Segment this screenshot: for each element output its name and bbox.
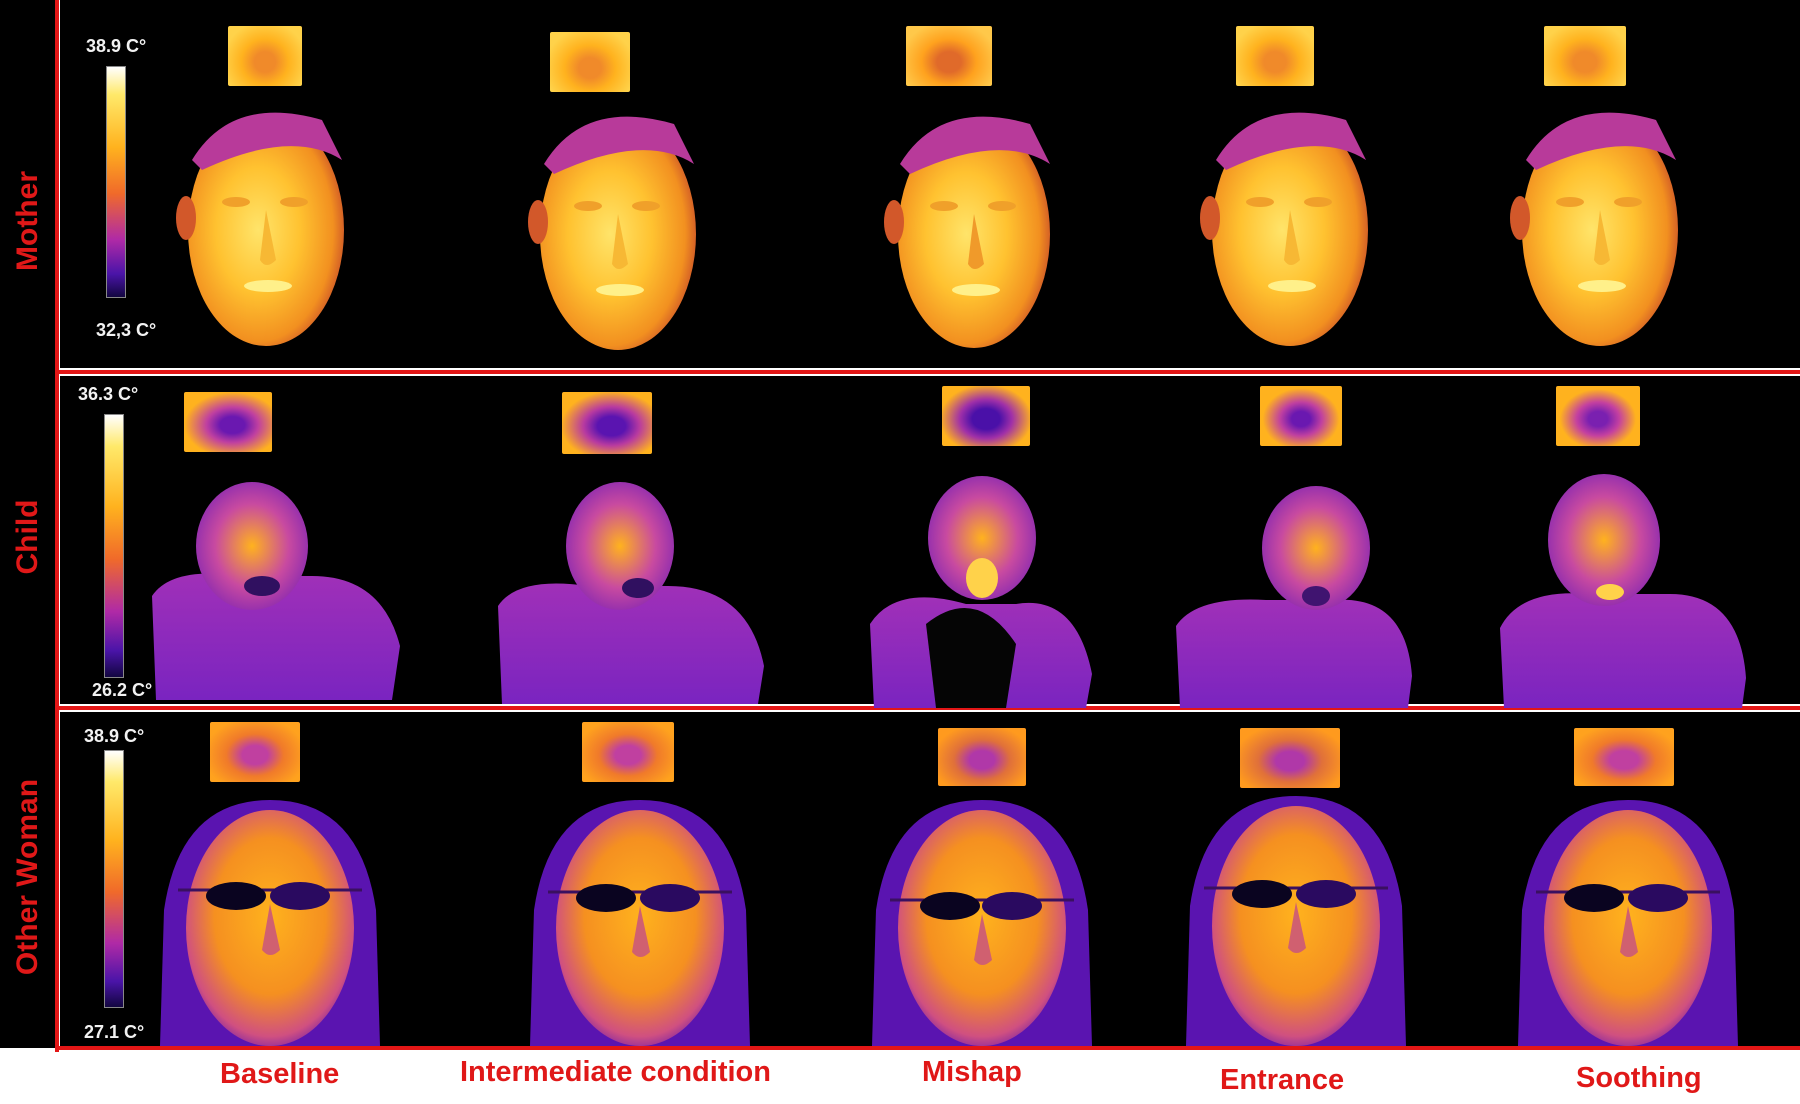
thermal-woman-mishap <box>872 800 1092 1046</box>
left-strip <box>0 0 56 1048</box>
nose-thumb-child-intermediate <box>562 392 652 454</box>
column-label-intermediate-condition: Intermediate condition <box>460 1056 771 1088</box>
nose-thumb-mother-baseline <box>228 26 302 86</box>
colorbar-child <box>104 414 124 678</box>
nose-thumb-child-entrance <box>1260 386 1342 446</box>
thermal-woman-soothing <box>1518 800 1738 1046</box>
thermal-child-baseline <box>152 482 400 700</box>
nose-thumb-other-woman-entrance <box>1240 728 1340 788</box>
column-label-entrance: Entrance <box>1220 1064 1345 1096</box>
thermal-face-mother-baseline <box>176 112 344 346</box>
nose-thumb-other-woman-soothing <box>1574 728 1674 786</box>
frame-divider-1 <box>55 370 1800 374</box>
colorbar-other-woman <box>104 750 124 1008</box>
thermal-child-mishap <box>870 476 1092 708</box>
scale-max-mother: 38.9 C° <box>86 36 147 56</box>
nose-thumb-other-woman-intermediate <box>582 722 674 782</box>
frame-divider-2 <box>55 706 1800 710</box>
nose-thumb-mother-intermediate <box>550 32 630 92</box>
scale-min-child: 26.2 C° <box>92 680 153 700</box>
thermal-woman-entrance <box>1186 796 1406 1046</box>
thermal-face-mother-soothing <box>1510 112 1678 346</box>
thermal-child-soothing <box>1500 474 1746 708</box>
nose-thumb-other-woman-mishap <box>938 728 1026 786</box>
frame-bottom-line <box>55 1046 1800 1050</box>
row-label-other-woman: Other Woman <box>11 778 44 976</box>
thermal-woman-baseline <box>160 800 380 1046</box>
colorbar-mother <box>106 66 126 298</box>
frame-left-line <box>55 0 59 1052</box>
row-label-mother: Mother <box>11 171 44 271</box>
thermal-child-entrance <box>1176 486 1412 708</box>
nose-thumb-child-soothing <box>1556 386 1640 446</box>
column-label-soothing: Soothing <box>1576 1062 1702 1094</box>
nose-thumb-mother-entrance <box>1236 26 1314 86</box>
scale-max-child: 36.3 C° <box>78 384 139 404</box>
column-label-mishap: Mishap <box>922 1056 1022 1088</box>
nose-thumb-child-baseline <box>184 392 272 452</box>
column-label-baseline: Baseline <box>220 1058 340 1090</box>
scale-min-mother: 32,3 C° <box>96 320 157 340</box>
thermal-face-mother-entrance <box>1200 112 1368 346</box>
scale-max-other-woman: 38.9 C° <box>84 726 145 746</box>
thermal-face-mother-mishap <box>884 116 1050 348</box>
row-label-child: Child <box>11 499 44 575</box>
thermal-face-mother-intermediate <box>528 116 696 350</box>
thermal-child-intermediate <box>498 482 764 704</box>
nose-thumb-mother-mishap <box>906 26 992 86</box>
nose-thumb-other-woman-baseline <box>210 722 300 782</box>
nose-thumb-mother-soothing <box>1544 26 1626 86</box>
thermal-woman-intermediate <box>530 800 750 1046</box>
scale-min-other-woman: 27.1 C° <box>84 1022 145 1042</box>
nose-thumb-child-mishap <box>942 386 1030 446</box>
